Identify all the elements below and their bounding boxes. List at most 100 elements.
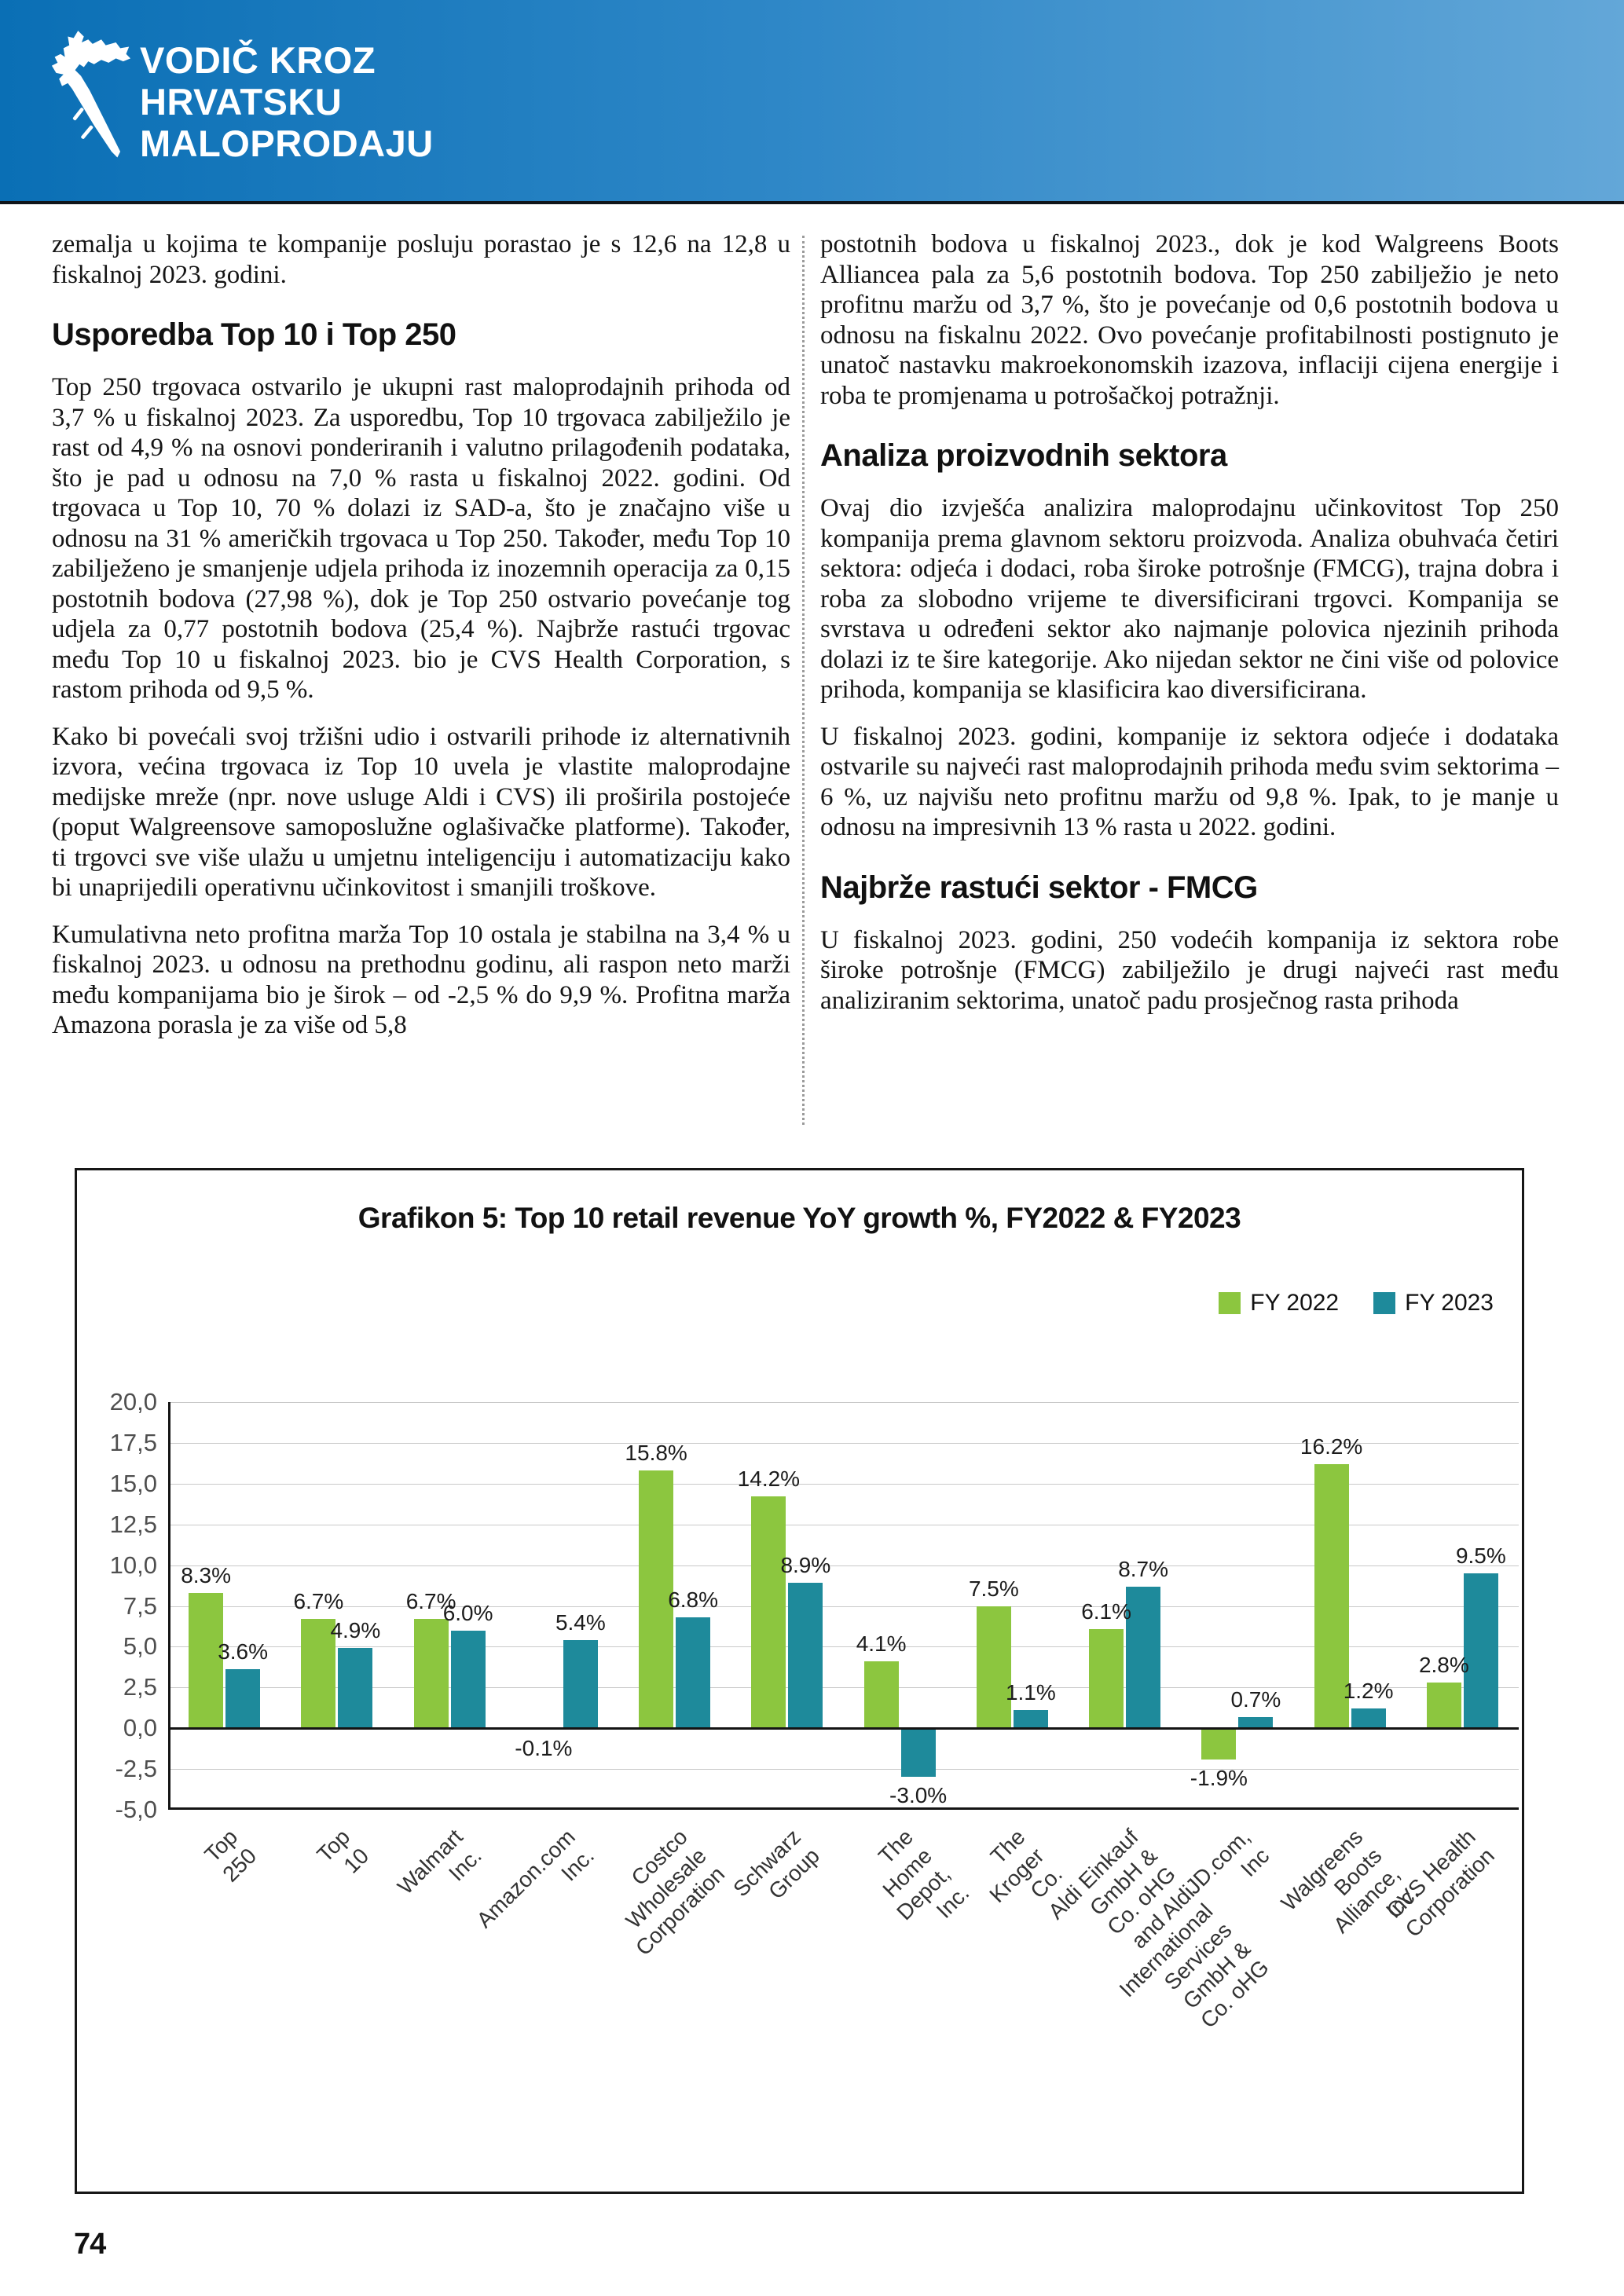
bar-fy-2023-9 bbox=[1238, 1716, 1274, 1729]
bar-value-label: 16.2% bbox=[1300, 1434, 1363, 1459]
right-column: postotnih bodova u fiskalnoj 2023., dok … bbox=[820, 229, 1559, 1032]
bar-value-label: 6.0% bbox=[442, 1600, 493, 1625]
paragraph: postotnih bodova u fiskalnoj 2023., dok … bbox=[820, 230, 1559, 410]
gridline bbox=[168, 1565, 1519, 1566]
y-axis-tick-label: -2,5 bbox=[115, 1755, 157, 1783]
legend-item-fy2023: FY 2023 bbox=[1373, 1290, 1494, 1316]
left-column: zemalja u kojima te kompanije posluju po… bbox=[52, 229, 790, 1057]
legend-swatch-fy2023 bbox=[1373, 1292, 1396, 1314]
x-axis-label: JD.com, Inc bbox=[1180, 1824, 1274, 1899]
x-axis-label-cell: Top 250 bbox=[168, 1818, 280, 2053]
paragraph: zemalja u kojima te kompanije posluju po… bbox=[52, 230, 790, 289]
y-axis-tick-label: 12,5 bbox=[109, 1510, 157, 1538]
bar-value-label: 0.7% bbox=[1230, 1686, 1281, 1712]
bar-fy-2023-8 bbox=[1126, 1586, 1161, 1729]
bar-value-label: 7.5% bbox=[968, 1576, 1019, 1601]
x-axis-label: Top 10 bbox=[312, 1824, 374, 1878]
y-axis-tick-label: -5,0 bbox=[115, 1796, 157, 1823]
plot-bottom-line bbox=[168, 1807, 1519, 1810]
y-axis-tick-label: 17,5 bbox=[109, 1428, 157, 1456]
zero-axis-line bbox=[168, 1727, 1519, 1730]
y-axis-tick-label: 20,0 bbox=[109, 1388, 157, 1415]
bar-value-label: 4.9% bbox=[330, 1618, 381, 1643]
bar-value-label: 4.1% bbox=[856, 1631, 907, 1657]
gridline bbox=[168, 1769, 1519, 1771]
bar-value-label: 15.8% bbox=[625, 1441, 687, 1466]
bar-value-label: 6.1% bbox=[1081, 1598, 1132, 1624]
bar-fy-2022-0 bbox=[189, 1592, 224, 1729]
x-axis-label-cell: Top 10 bbox=[280, 1818, 393, 2053]
bar-fy-2022-5 bbox=[751, 1496, 786, 1729]
bar-fy-2022-11 bbox=[1426, 1683, 1461, 1729]
chart-legend: FY 2022 FY 2023 bbox=[1184, 1290, 1494, 1316]
section-heading-usporedba: Usporedba Top 10 i Top 250 bbox=[52, 317, 456, 352]
x-axis-label-cell: CVS Health Corporation bbox=[1382, 1818, 1519, 2053]
y-axis-tick-label: 2,5 bbox=[123, 1673, 157, 1701]
bar-fy-2023-4 bbox=[676, 1617, 711, 1729]
header-divider-line bbox=[0, 201, 1624, 204]
plot-area: 8.3% 6.7% 6.7% -0.1% 15.8% 14.2% 4.1% 7.5% 6.1% -… bbox=[168, 1402, 1519, 1810]
chart-title: Grafikon 5: Top 10 retail revenue YoY gr… bbox=[357, 1202, 1241, 1234]
bar-value-label: 8.9% bbox=[780, 1553, 831, 1578]
gridline bbox=[168, 1687, 1519, 1689]
x-axis-label-cell: JD.com, Inc bbox=[1181, 1818, 1293, 2053]
gridline bbox=[168, 1646, 1519, 1648]
gridline bbox=[168, 1483, 1519, 1485]
bar-fy-2023-7 bbox=[1013, 1710, 1048, 1729]
bar-value-label: 2.8% bbox=[1418, 1653, 1469, 1678]
y-axis-tick-label: 5,0 bbox=[123, 1632, 157, 1661]
gridline bbox=[168, 1442, 1519, 1444]
x-axis-label: Top 250 bbox=[200, 1824, 262, 1887]
legend-item-fy2022: FY 2022 bbox=[1219, 1290, 1339, 1316]
bar-value-label: 1.1% bbox=[1005, 1680, 1056, 1705]
paragraph: U fiskalnoj 2023. godini, 250 vodećih ko… bbox=[820, 925, 1559, 1015]
page-number: 74 bbox=[74, 2228, 106, 2261]
bar-fy-2022-9 bbox=[1201, 1728, 1237, 1760]
publication-title: VODIČ KROZ HRVATSKU MALOPRODAJU bbox=[140, 39, 434, 164]
bar-value-label: 8.7% bbox=[1118, 1556, 1169, 1581]
x-axis-label-cell: Costco Wholesale Corporation bbox=[618, 1818, 731, 2053]
bar-fy-2023-6 bbox=[900, 1728, 936, 1778]
bar-fy-2022-7 bbox=[976, 1606, 1011, 1729]
publication-title-line1: VODIČ KROZ bbox=[140, 39, 376, 81]
x-axis-label-cell: The Home Depot, Inc. bbox=[844, 1818, 973, 2053]
bar-fy-2023-0 bbox=[225, 1669, 261, 1729]
chart-figure: Grafikon 5: Top 10 retail revenue YoY gr… bbox=[75, 1168, 1524, 2194]
x-axis-label-cell: The Kroger Co. bbox=[956, 1818, 1069, 2053]
section-heading-fmcg: Najbrže rastući sektor - FMCG bbox=[820, 870, 1258, 905]
bar-value-label: 1.2% bbox=[1343, 1679, 1394, 1704]
x-axis-label: Schwarz Group bbox=[728, 1824, 824, 1904]
bar-fy-2023-11 bbox=[1463, 1573, 1498, 1729]
bar-fy-2023-2 bbox=[450, 1630, 486, 1729]
publication-title-line3: MALOPRODAJU bbox=[140, 123, 434, 164]
x-axis-label-cell: Schwarz Group bbox=[728, 1818, 843, 2053]
x-axis-label-cell: Aldi Einkauf GmbH & Co. oHG and Aldi Int… bbox=[1043, 1818, 1274, 2053]
bar-fy-2022-4 bbox=[639, 1470, 674, 1729]
y-axis-tick-label: 15,0 bbox=[109, 1469, 157, 1497]
bar-value-label: 6.7% bbox=[405, 1589, 456, 1614]
paragraph: Ovaj dio izvješća analizira maloprodajnu… bbox=[820, 494, 1559, 704]
bar-value-label: -0.1% bbox=[515, 1736, 573, 1761]
bar-value-label: 6.8% bbox=[668, 1587, 719, 1613]
bar-value-label: -3.0% bbox=[889, 1783, 948, 1808]
bar-value-label: 14.2% bbox=[737, 1467, 801, 1492]
bar-fy-2022-10 bbox=[1314, 1463, 1349, 1729]
gridline bbox=[168, 1402, 1519, 1403]
y-axis-tick-label: 7,5 bbox=[123, 1591, 157, 1620]
bar-fy-2023-3 bbox=[563, 1640, 598, 1729]
publication-title-line2: HRVATSKU bbox=[140, 81, 343, 123]
x-axis-label-cell: Amazon.com Inc. bbox=[472, 1818, 618, 2053]
bar-fy-2022-1 bbox=[301, 1619, 336, 1729]
croatia-map-icon bbox=[51, 31, 131, 158]
paragraph: Kumulativna neto profitna marža Top 10 o… bbox=[52, 920, 790, 1040]
bar-fy-2023-1 bbox=[338, 1648, 373, 1729]
gridline bbox=[168, 1606, 1519, 1607]
bar-value-label: 8.3% bbox=[181, 1562, 232, 1587]
paragraph: Top 250 trgovaca ostvarilo je ukupni ras… bbox=[52, 373, 790, 704]
bar-value-label: 9.5% bbox=[1455, 1543, 1506, 1568]
bar-fy-2022-2 bbox=[413, 1619, 449, 1729]
x-axis-label-cell: Walmart Inc. bbox=[393, 1818, 506, 2053]
bar-value-label: 6.7% bbox=[293, 1589, 344, 1614]
legend-label-fy2022: FY 2022 bbox=[1250, 1290, 1340, 1316]
bar-fy-2022-6 bbox=[863, 1661, 899, 1729]
